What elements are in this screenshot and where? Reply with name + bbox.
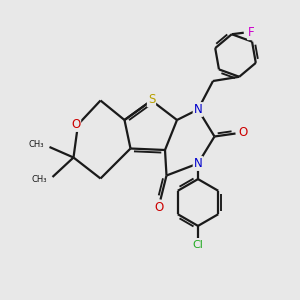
Text: S: S (148, 93, 155, 106)
Text: O: O (71, 118, 80, 131)
Text: CH₃: CH₃ (28, 140, 44, 148)
Text: N: N (194, 157, 202, 170)
Text: Cl: Cl (193, 240, 203, 250)
Text: F: F (248, 26, 255, 39)
Text: O: O (154, 201, 164, 214)
Text: CH₃: CH₃ (31, 176, 47, 184)
Text: N: N (194, 103, 202, 116)
Text: O: O (238, 125, 247, 139)
